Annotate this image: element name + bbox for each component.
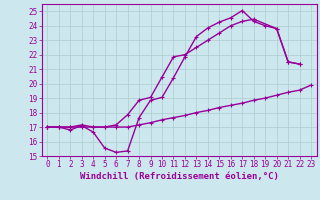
X-axis label: Windchill (Refroidissement éolien,°C): Windchill (Refroidissement éolien,°C) [80,172,279,181]
